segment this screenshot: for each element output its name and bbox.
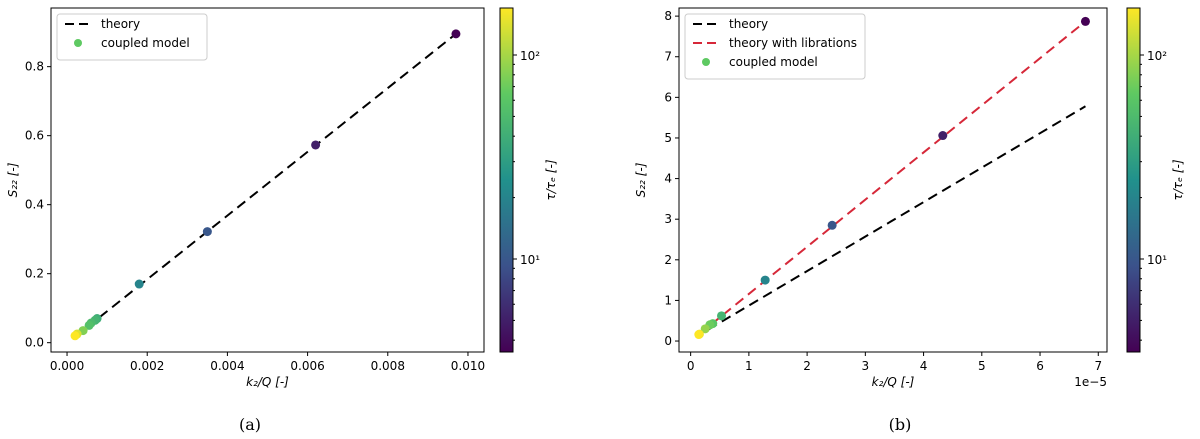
x-tick-label: 0.008	[371, 359, 405, 373]
x-axis-label: k₂/Q [-]	[872, 375, 915, 389]
x-tick-label: 1	[745, 359, 753, 373]
legend-entry: coupled model	[729, 55, 818, 69]
x-tick-label: 6	[1036, 359, 1044, 373]
y-tick-label: 7	[664, 50, 672, 64]
y-tick-label: 0	[664, 334, 672, 348]
colorbar: 10¹ 10² τ/τₑ [-]	[1126, 7, 1185, 353]
x-tick-label: 0.004	[210, 359, 244, 373]
y-tick-label: 5	[664, 131, 672, 145]
data-point	[134, 279, 144, 289]
panel-caption: (b)	[889, 415, 912, 434]
x-tick-label: 5	[978, 359, 986, 373]
y-axis-label: S₂₂ [-]	[6, 162, 20, 197]
y-tick-label: 1	[664, 293, 672, 307]
data-point	[827, 220, 837, 230]
x-tick-label: 0	[687, 359, 695, 373]
line-theory	[86, 33, 457, 328]
panel-caption: (a)	[239, 415, 261, 434]
x-tick-label: 4	[920, 359, 928, 373]
axes-frame	[50, 7, 485, 353]
data-point	[70, 331, 80, 341]
legend-box	[56, 13, 208, 61]
colorbar-tick-label: 10²	[1147, 49, 1167, 63]
legend-marker-swatch	[74, 39, 82, 47]
y-tick-label: 6	[664, 90, 672, 104]
colorbar-gradient	[1126, 7, 1141, 353]
data-point	[311, 140, 321, 150]
legend-entry: theory with librations	[729, 36, 857, 50]
colorbar-gradient	[499, 7, 514, 353]
data-point	[760, 275, 770, 285]
y-tick-label: 4	[664, 172, 672, 186]
y-tick-label: 3	[664, 212, 672, 226]
legend-entry: coupled model	[101, 36, 190, 50]
line-theory	[707, 105, 1086, 331]
legend-entry: theory	[101, 17, 140, 31]
x-tick-label: 0.000	[50, 359, 84, 373]
axes-frame	[678, 7, 1108, 353]
y-tick-label: 0.0	[25, 336, 44, 350]
colorbar-tick-label: 10¹	[1147, 253, 1167, 267]
data-point	[694, 330, 704, 340]
x-tick-label: 3	[862, 359, 870, 373]
colorbar-tick-label: 10²	[520, 49, 540, 63]
colorbar: 10¹ 10² τ/τₑ [-]	[499, 7, 558, 353]
x-tick-label: 0.002	[130, 359, 164, 373]
data-point	[451, 29, 461, 39]
y-tick-label: 0.6	[25, 129, 44, 143]
x-offset-text: 1e−5	[1074, 375, 1107, 389]
panel-1: 0 1 2 3 4 5 6 7 0 1 2 3 4 5 6 7 8 k₂/Q [-] S₂₂ [-] 1e−5 theo…	[634, 7, 1185, 434]
y-tick-label: 0.4	[25, 198, 44, 212]
y-tick-label: 2	[664, 253, 672, 267]
panel-0: 0.000 0.002 0.004 0.006 0.008 0.010 0.0 0.2 0.4 0…	[6, 7, 558, 434]
data-point	[202, 227, 212, 237]
x-tick-label: 0.010	[451, 359, 485, 373]
x-tick-label: 0.006	[290, 359, 324, 373]
legend-entry: theory	[729, 17, 768, 31]
data-point	[938, 131, 948, 141]
y-axis-label: S₂₂ [-]	[634, 162, 648, 197]
data-point	[1080, 16, 1090, 26]
data-point	[700, 324, 710, 334]
x-tick-label: 7	[1094, 359, 1102, 373]
x-tick-label: 2	[803, 359, 811, 373]
data-point	[717, 311, 727, 321]
y-tick-label: 0.8	[25, 60, 44, 74]
legend-marker-swatch	[702, 58, 710, 66]
data-point	[84, 320, 94, 330]
colorbar-label: τ/τₑ [-]	[544, 159, 558, 200]
colorbar-tick-label: 10¹	[520, 253, 540, 267]
colorbar-label: τ/τₑ [-]	[1171, 159, 1185, 200]
y-tick-label: 8	[664, 9, 672, 23]
x-axis-label: k₂/Q [-]	[246, 375, 289, 389]
y-tick-label: 0.2	[25, 267, 44, 281]
legend-box	[684, 13, 866, 80]
